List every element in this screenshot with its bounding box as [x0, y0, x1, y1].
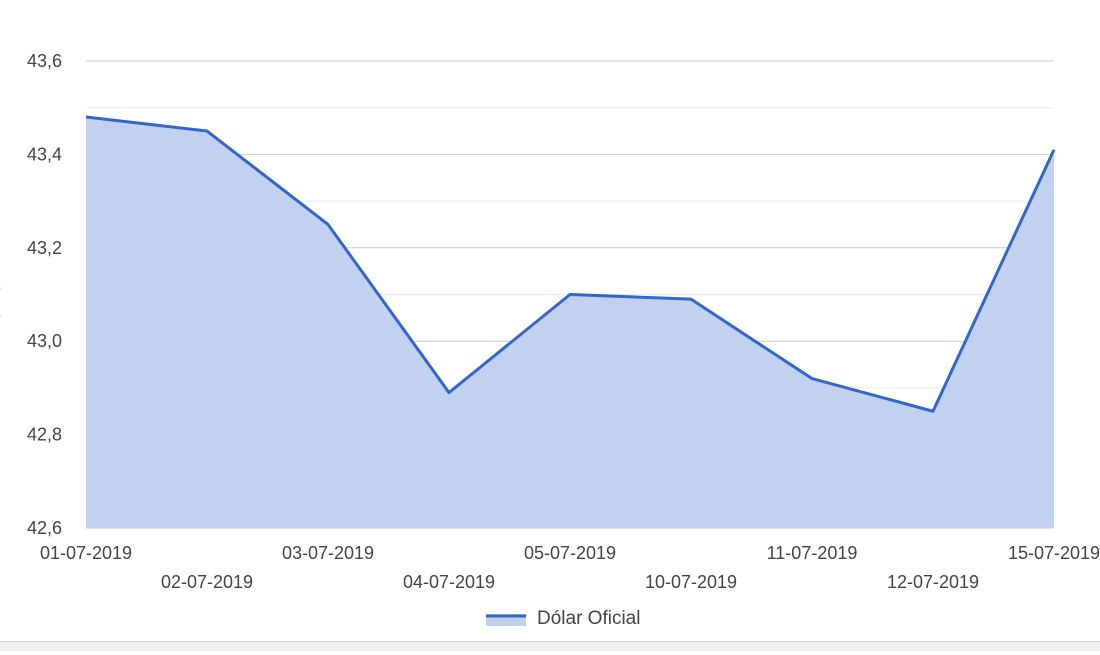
- data-point[interactable]: [1050, 146, 1058, 154]
- y-tick-label: 43,6: [27, 51, 62, 71]
- data-point[interactable]: [324, 220, 332, 228]
- legend-label[interactable]: Dólar Oficial: [537, 608, 640, 629]
- series-line[interactable]: [85, 115, 1056, 413]
- legend[interactable]: Dólar Oficial: [486, 608, 640, 629]
- x-tick-label: 10-07-2019: [645, 572, 737, 592]
- x-tick-label: 01-07-2019: [40, 543, 132, 563]
- series-area-fill: [86, 117, 1054, 528]
- data-point[interactable]: [687, 295, 695, 303]
- data-point[interactable]: [203, 127, 211, 135]
- x-axis-ticks: 01-07-2019 02-07-2019 03-07-2019 04-07-2019…: [40, 543, 1100, 592]
- x-tick-label: 03-07-2019: [282, 543, 374, 563]
- x-tick-label: 05-07-2019: [524, 543, 616, 563]
- data-point[interactable]: [445, 389, 453, 397]
- data-point[interactable]: [808, 375, 816, 383]
- plot-area: [82, 113, 1058, 528]
- bottom-border: [0, 641, 1100, 651]
- data-point[interactable]: [566, 291, 574, 299]
- x-tick-label: 15-07-2019: [1008, 543, 1100, 563]
- data-point[interactable]: [82, 113, 90, 121]
- y-tick-label: 43,2: [27, 238, 62, 258]
- y-axis-ticks: 42,6 42,8 43,0 43,2 43,4 43,6: [27, 51, 62, 538]
- y-tick-label: 43,4: [27, 144, 62, 164]
- y-tick-label: 42,6: [27, 518, 62, 538]
- x-tick-label: 04-07-2019: [403, 572, 495, 592]
- y-tick-label: 43,0: [27, 331, 62, 351]
- data-point[interactable]: [929, 407, 937, 415]
- y-tick-label: 42,8: [27, 425, 62, 445]
- x-tick-label: 11-07-2019: [767, 543, 858, 563]
- x-tick-label: 02-07-2019: [161, 572, 253, 592]
- x-tick-label: 12-07-2019: [887, 572, 979, 592]
